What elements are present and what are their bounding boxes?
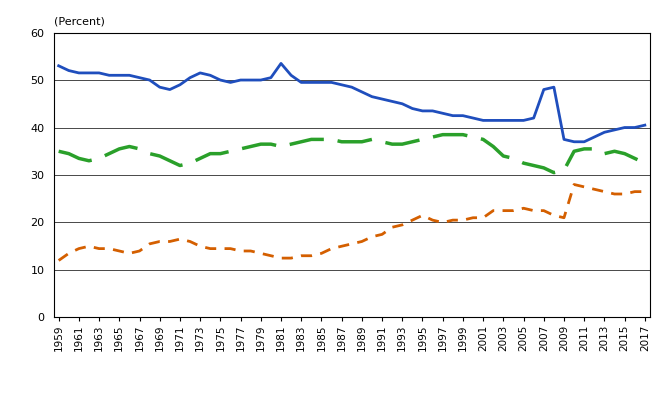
Structures xyxy=(206,73,214,78)
Equipment xyxy=(489,144,497,149)
Structures xyxy=(489,118,497,123)
Structures xyxy=(277,61,285,66)
Structures xyxy=(641,123,649,128)
Equipment xyxy=(115,147,123,151)
Structures xyxy=(75,70,83,75)
Equipment xyxy=(641,161,649,166)
Line: Equipment: Equipment xyxy=(59,135,645,173)
Intellectual Property Products xyxy=(115,249,123,254)
Structures xyxy=(145,78,153,83)
Line: Structures: Structures xyxy=(59,63,645,142)
Intellectual Property Products xyxy=(206,246,214,251)
Text: (Percent): (Percent) xyxy=(54,17,105,27)
Intellectual Property Products xyxy=(641,189,649,194)
Structures xyxy=(368,94,376,99)
Intellectual Property Products xyxy=(570,182,578,187)
Intellectual Property Products xyxy=(75,246,83,251)
Intellectual Property Products xyxy=(145,241,153,246)
Equipment xyxy=(206,151,214,156)
Structures xyxy=(115,73,123,78)
Equipment xyxy=(358,139,366,144)
Intellectual Property Products xyxy=(358,239,366,244)
Structures xyxy=(55,63,63,68)
Equipment xyxy=(439,132,447,137)
Structures xyxy=(570,139,578,144)
Equipment xyxy=(75,156,83,161)
Equipment xyxy=(145,151,153,156)
Equipment xyxy=(55,149,63,154)
Equipment xyxy=(550,170,558,175)
Line: Intellectual Property Products: Intellectual Property Products xyxy=(59,184,645,260)
Intellectual Property Products xyxy=(55,258,63,263)
Intellectual Property Products xyxy=(479,215,487,220)
